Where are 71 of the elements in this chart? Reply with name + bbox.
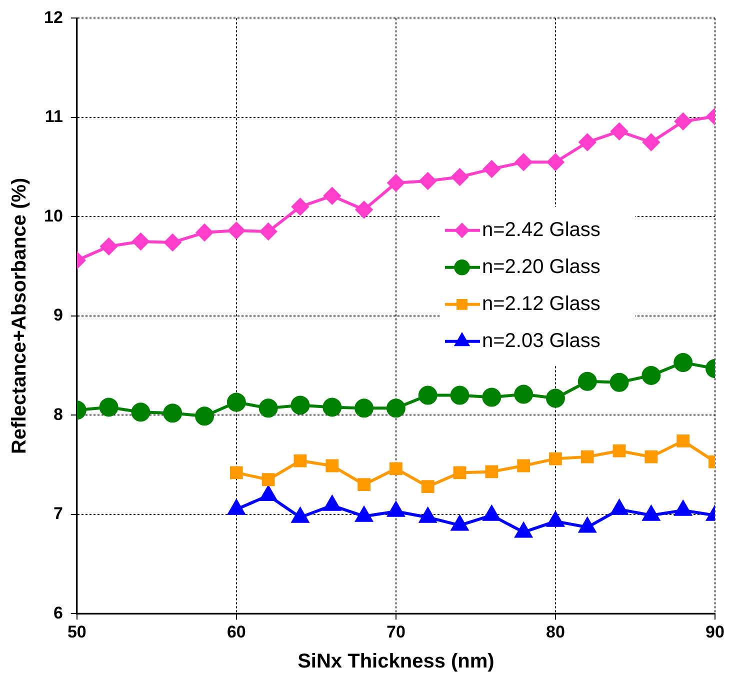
x-tick-label: 50 — [67, 622, 86, 642]
point — [387, 174, 404, 192]
point — [258, 398, 278, 418]
point — [610, 122, 628, 140]
point — [610, 372, 629, 392]
point — [163, 404, 182, 423]
point — [546, 388, 565, 408]
x-tick-label: 60 — [226, 622, 246, 642]
point — [546, 154, 564, 171]
point — [354, 398, 374, 418]
point — [517, 459, 530, 472]
legend-label: n=2.20 Glass — [482, 256, 600, 278]
point — [578, 134, 596, 151]
point — [386, 398, 406, 418]
point — [262, 473, 275, 486]
point — [326, 459, 339, 472]
point — [100, 238, 118, 255]
point — [418, 386, 438, 405]
point — [482, 388, 502, 407]
legend-label: n=2.12 Glass — [482, 292, 600, 315]
point — [294, 454, 307, 468]
point — [580, 450, 594, 464]
point — [132, 232, 150, 250]
point — [99, 398, 118, 417]
point — [164, 234, 182, 251]
point — [358, 478, 370, 492]
point — [676, 434, 690, 448]
y-tick-label: 8 — [53, 404, 63, 424]
point — [196, 224, 214, 242]
point — [228, 222, 245, 240]
point — [322, 398, 342, 417]
point — [356, 201, 373, 218]
point — [674, 353, 693, 372]
point — [642, 366, 661, 385]
y-axis-title: Reflectance+Absorbance (%) — [8, 178, 31, 454]
legend-label: n=2.42 Glass — [482, 218, 600, 241]
point — [451, 168, 468, 186]
x-tick-label: 80 — [546, 622, 565, 642]
point — [483, 160, 500, 178]
point — [644, 450, 658, 464]
point — [450, 386, 470, 405]
point — [485, 465, 498, 478]
point — [226, 392, 246, 412]
x-tick-label: 70 — [386, 622, 406, 642]
y-tick-label: 9 — [53, 306, 63, 325]
point — [290, 396, 310, 415]
point — [390, 462, 402, 476]
point — [674, 112, 692, 130]
legend-label: n=2.03 Glass — [482, 330, 600, 352]
y-tick-label: 7 — [53, 504, 63, 524]
point — [642, 134, 660, 151]
point — [292, 198, 309, 216]
point — [515, 154, 532, 171]
y-tick-label: 10 — [44, 206, 63, 226]
point — [549, 452, 562, 466]
point — [612, 444, 626, 458]
point — [324, 187, 341, 204]
y-tick-label: 6 — [53, 603, 63, 622]
point — [514, 384, 534, 404]
point — [419, 172, 436, 190]
x-axis-title: SiNx Thickness (nm) — [298, 650, 494, 673]
y-tick-label: 12 — [44, 8, 63, 27]
x-tick-label: 90 — [706, 622, 724, 642]
point — [453, 466, 466, 480]
point — [131, 402, 150, 422]
point — [421, 480, 434, 494]
point — [260, 223, 277, 240]
point — [578, 372, 597, 391]
y-tick-label: 11 — [44, 107, 63, 126]
point — [230, 466, 243, 480]
point — [195, 406, 214, 426]
